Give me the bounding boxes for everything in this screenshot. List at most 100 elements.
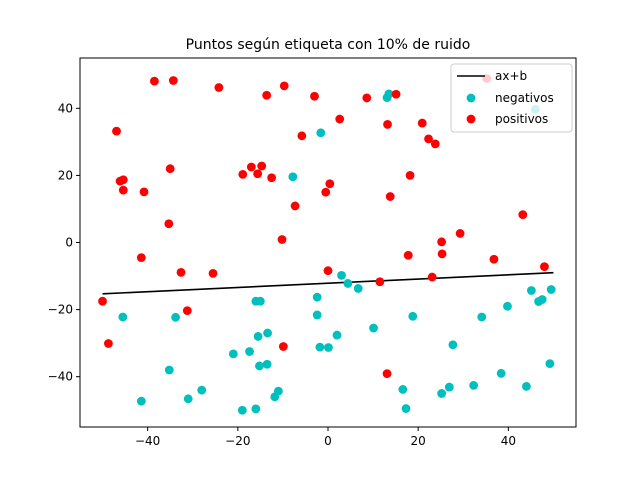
negativos-point (315, 342, 325, 352)
positivos-point (290, 201, 300, 211)
negativos-point (332, 330, 342, 340)
positivos-point (112, 126, 121, 136)
negativos-point (263, 328, 272, 338)
axes: −40 −20 0 20 40 −40 −20 0 20 40 (48, 57, 577, 448)
positivos-point (405, 171, 415, 180)
negativos-point (477, 312, 487, 322)
negativos-point (353, 284, 363, 293)
positivos-point (176, 267, 186, 277)
negativos-point (398, 385, 408, 394)
negativos-point (408, 311, 418, 321)
y-tick-label: 0 (65, 236, 73, 250)
positivos-point (417, 118, 427, 128)
positivos-point (385, 192, 395, 201)
y-tick-label: −20 (48, 303, 73, 317)
x-tick-label: −20 (225, 434, 250, 448)
x-tick-label: −40 (135, 434, 160, 448)
negativos-point (444, 382, 454, 392)
negativos-point (136, 396, 146, 406)
positivos-point (150, 76, 159, 86)
positivos-point (182, 306, 192, 315)
negativos-point (288, 172, 298, 182)
positivos-point (323, 266, 333, 276)
positivos-point (403, 250, 413, 260)
positivos-point (98, 296, 107, 306)
negativos-point (164, 365, 174, 375)
positivos-point (382, 369, 392, 379)
negativos-point (343, 279, 353, 288)
negativos-point (237, 405, 247, 415)
positivos-point (136, 253, 146, 262)
negativos-point (382, 93, 392, 102)
positivos-point (257, 161, 267, 171)
negativos-point (312, 292, 322, 302)
negativos-point (522, 382, 531, 391)
y-tick-label: 20 (58, 168, 73, 182)
negativos-point (255, 361, 264, 371)
positivos-point (427, 272, 437, 282)
negativos-point (245, 347, 254, 356)
legend-label-line: ax+b (495, 69, 527, 83)
y-tick-label: 40 (58, 101, 73, 115)
negativos-point (369, 323, 378, 333)
positivos-point (325, 179, 335, 189)
positivos-point (238, 170, 248, 179)
negativos-point (312, 310, 322, 320)
positivos-point (139, 187, 149, 197)
plot-marks (98, 74, 556, 415)
positivos-point (297, 131, 307, 141)
positivos-point (165, 164, 175, 174)
legend-swatch-negativos (466, 93, 476, 103)
positivos-point (262, 90, 272, 100)
positivos-point (278, 342, 288, 351)
fit-line (102, 271, 554, 295)
negativos-point (437, 389, 447, 398)
positivos-point (104, 339, 113, 348)
positivos-point (455, 229, 465, 238)
x-tick-label: 40 (501, 434, 516, 448)
x-tick-label: 0 (324, 434, 332, 448)
negativos-point (546, 285, 556, 294)
positivos-point (253, 169, 263, 179)
legend-box (450, 63, 573, 133)
x-tick-label: 20 (411, 434, 426, 448)
negativos-point (274, 386, 283, 396)
positivos-point (335, 114, 345, 124)
positivos-point (424, 134, 433, 144)
negativos-point (183, 394, 193, 404)
positivos-point (118, 185, 128, 195)
positivos-point (277, 235, 287, 244)
positivos-point (362, 93, 372, 103)
legend-label-positivos: positivos (495, 112, 548, 126)
negativos-point (496, 368, 506, 378)
positivos-point (518, 210, 528, 220)
positivos-point (246, 162, 256, 172)
positivos-point (321, 187, 331, 197)
positivos-point (208, 268, 218, 278)
positivos-point (430, 139, 440, 149)
negativos-point (401, 404, 411, 413)
positivos-point (437, 249, 447, 259)
negativos-point (197, 385, 207, 395)
negativos-point (171, 312, 180, 322)
negativos-point (469, 381, 479, 390)
positivos-point (279, 81, 289, 91)
positivos-point (375, 277, 385, 287)
y-tick-label: −40 (48, 370, 73, 384)
negativos-point (316, 128, 326, 138)
negativos-point (118, 312, 128, 322)
positivos-point (168, 76, 178, 85)
positivos-point (214, 83, 224, 92)
negativos-point (262, 359, 272, 369)
negativos-point (255, 296, 265, 306)
negativos-point (537, 295, 547, 304)
negativos-point (253, 332, 263, 341)
positivos-point (164, 219, 174, 229)
negativos-point (503, 301, 512, 311)
legend-swatch-positivos (466, 114, 476, 124)
negativos-point (448, 340, 458, 350)
negativos-point (545, 359, 555, 368)
negativos-point (251, 404, 261, 414)
positivos-point (437, 237, 447, 247)
